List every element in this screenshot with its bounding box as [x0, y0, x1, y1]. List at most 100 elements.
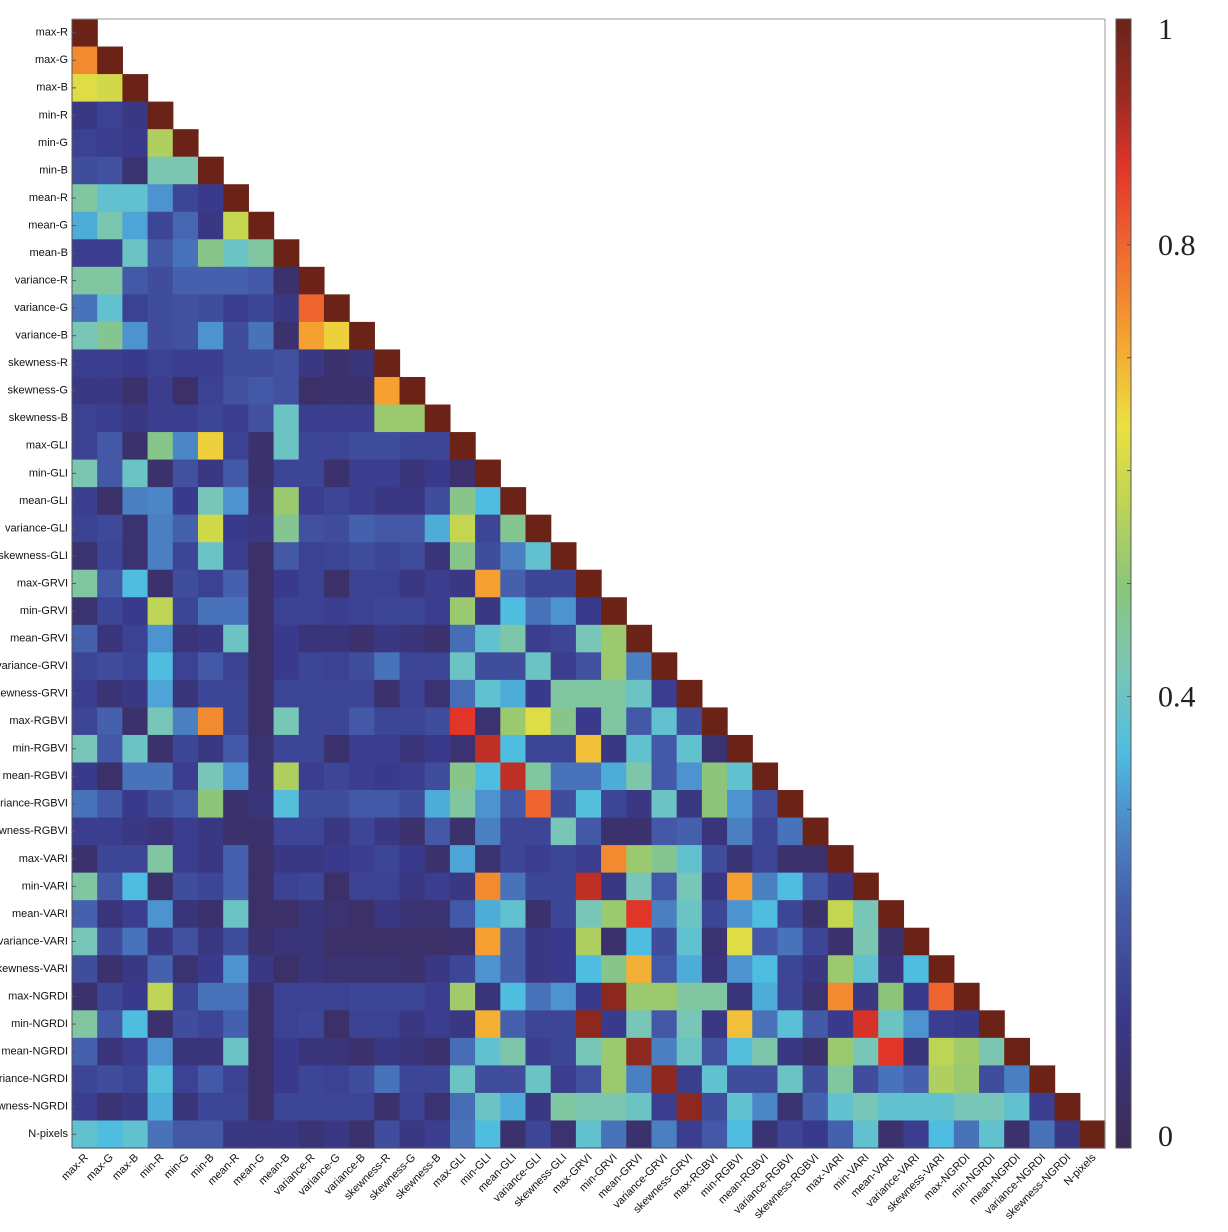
heatmap-cell-max-VARI-skewness-R	[374, 845, 401, 874]
heatmap-cell-max-RGBVI-mean-G	[248, 707, 275, 736]
heatmap-cell-skewness-GRVI-variance-G	[323, 679, 350, 709]
y-tick-label: max-R	[36, 27, 68, 39]
heatmap-cell-mean-NGRDI-skewness-GLI	[550, 1037, 577, 1066]
heatmap-cell-mean-GLI-mean-G	[248, 487, 275, 516]
y-tick-label: skewness-VARI	[0, 963, 68, 975]
heatmap-cell-skewness-GLI-variance-GLI	[525, 542, 552, 571]
heatmap-cell-variance-G-min-B	[197, 294, 224, 323]
heatmap-cell-N-pixels-mean-B	[273, 1120, 300, 1149]
heatmap-cell-variance-G-max-B	[122, 294, 149, 323]
heatmap-cell-variance-R-min-G	[172, 266, 199, 295]
heatmap-cell-variance-NGRDI-variance-VARI	[903, 1065, 930, 1094]
heatmap-cell-skewness-VARI-skewness-G	[399, 955, 426, 984]
heatmap-cell-skewness-GRVI-mean-GLI	[500, 679, 527, 709]
heatmap-cell-N-pixels-mean-NGRDI	[1004, 1120, 1031, 1149]
heatmap-cell-variance-NGRDI-variance-GRVI	[651, 1065, 678, 1094]
heatmap-cell-skewness-RGBVI-variance-R	[298, 817, 325, 846]
heatmap-cell-mean-VARI-max-GLI	[449, 900, 476, 929]
heatmap-cell-variance-GLI-variance-R	[298, 514, 325, 543]
heatmap-cell-skewness-G-skewness-G	[399, 376, 426, 406]
heatmap-cell-mean-R-max-R	[72, 184, 98, 213]
y-tick-label: variance-GLI	[5, 522, 68, 534]
heatmap-cell-max-NGRDI-max-VARI	[827, 982, 854, 1011]
heatmap-cell-N-pixels-skewness-GRVI	[676, 1120, 703, 1149]
heatmap-cell-skewness-GRVI-mean-GRVI	[626, 679, 653, 709]
heatmap-cell-max-B-max-B	[122, 74, 149, 103]
heatmap-cell-max-VARI-variance-RGBVI	[777, 845, 804, 874]
heatmap-cell-variance-RGBVI-mean-RGBVI	[752, 790, 779, 819]
heatmap-cell-skewness-R-max-B	[122, 349, 149, 378]
heatmap-cell-min-GLI-min-G	[172, 459, 199, 488]
heatmap-cell-max-GRVI-mean-GLI	[500, 569, 527, 598]
heatmap-cell-mean-RGBVI-mean-R	[223, 762, 249, 791]
heatmap-cell-variance-VARI-min-VARI	[853, 927, 879, 956]
heatmap-cell-variance-RGBVI-skewness-R	[374, 790, 401, 819]
heatmap-cell-skewness-GRVI-variance-B	[349, 679, 375, 709]
heatmap-cell-skewness-R-max-G	[97, 349, 123, 378]
heatmap-cell-mean-RGBVI-skewness-B	[424, 762, 451, 791]
heatmap-cell-N-pixels-skewness-B	[424, 1120, 451, 1149]
heatmap-cell-max-VARI-mean-RGBVI	[752, 845, 779, 874]
heatmap-cell-max-GRVI-max-R	[72, 569, 98, 598]
heatmap-cell-mean-B-mean-R	[223, 239, 249, 268]
heatmap-cell-mean-RGBVI-max-RGBVI	[701, 762, 728, 791]
heatmap-cell-min-RGBVI-mean-GRVI	[626, 734, 653, 764]
heatmap-cell-mean-GRVI-mean-GLI	[500, 624, 527, 653]
heatmap-cell-skewness-R-skewness-R	[374, 349, 401, 378]
heatmap-cell-variance-VARI-mean-RGBVI	[752, 927, 779, 956]
heatmap-cell-mean-VARI-variance-B	[349, 900, 375, 929]
heatmap-cell-min-VARI-variance-GRVI	[651, 872, 678, 901]
heatmap-cell-skewness-GLI-max-GLI	[449, 542, 476, 571]
heatmap-cell-min-GRVI-skewness-R	[374, 597, 401, 626]
heatmap-cell-mean-GLI-variance-B	[349, 487, 375, 516]
heatmap-cell-max-GLI-min-B	[197, 432, 224, 461]
x-tick-labels: max-Rmax-Gmax-Bmin-Rmin-Gmin-Bmean-Rmean…	[59, 1151, 1099, 1222]
heatmap-cell-max-VARI-variance-G	[323, 845, 350, 874]
heatmap-cell-max-NGRDI-max-RGBVI	[701, 982, 728, 1011]
heatmap-cell-skewness-VARI-variance-R	[298, 955, 325, 984]
heatmap-cell-N-pixels-min-GLI	[475, 1120, 501, 1149]
heatmap-cell-variance-GRVI-min-GRVI	[601, 652, 627, 681]
heatmap-cell-min-VARI-skewness-B	[424, 872, 451, 901]
heatmap-cell-max-VARI-skewness-B	[424, 845, 451, 874]
heatmap-cell-min-NGRDI-max-GLI	[449, 1010, 476, 1039]
heatmap-cell-min-GLI-variance-G	[323, 459, 350, 488]
heatmap-cell-max-GRVI-max-B	[122, 569, 149, 598]
heatmap-cell-skewness-VARI-max-GLI	[449, 955, 476, 984]
heatmap-cell-variance-VARI-max-B	[122, 927, 149, 956]
heatmap-cell-max-NGRDI-variance-GLI	[525, 982, 552, 1011]
heatmap-cell-min-VARI-max-R	[72, 872, 98, 901]
heatmap-cell-skewness-NGRDI-max-RGBVI	[701, 1092, 728, 1122]
heatmap-cell-variance-GLI-max-B	[122, 514, 149, 543]
y-tick-label: min-R	[39, 109, 68, 121]
heatmap-cell-min-G-min-R	[147, 129, 174, 158]
heatmap-cell-variance-NGRDI-min-R	[147, 1065, 174, 1094]
heatmap-cell-skewness-NGRDI-variance-RGBVI	[777, 1092, 804, 1122]
heatmap-cell-mean-RGBVI-max-R	[72, 762, 98, 791]
heatmap-cell-N-pixels-mean-GLI	[500, 1120, 527, 1149]
heatmap-cell-mean-NGRDI-variance-B	[349, 1037, 375, 1066]
heatmap-cell-max-RGBVI-max-GRVI	[575, 707, 602, 736]
heatmap-cell-skewness-RGBVI-skewness-GLI	[550, 817, 577, 846]
heatmap-cell-N-pixels-skewness-NGRDI	[1054, 1120, 1081, 1149]
heatmap-cell-mean-RGBVI-max-GLI	[449, 762, 476, 791]
heatmap-cell-mean-NGRDI-min-NGRDI	[979, 1037, 1005, 1066]
heatmap-cell-mean-R-min-G	[172, 184, 199, 213]
heatmap-cell-min-GRVI-min-G	[172, 597, 199, 626]
heatmap-cell-min-RGBVI-min-GRVI	[601, 734, 627, 764]
heatmap-cell-min-VARI-min-B	[197, 872, 224, 901]
heatmap-cell-max-B-max-R	[72, 74, 98, 103]
heatmap-cell-variance-VARI-max-G	[97, 927, 123, 956]
heatmap-cell-mean-GLI-mean-GLI	[500, 487, 527, 516]
heatmap-cell-skewness-RGBVI-mean-G	[248, 817, 275, 846]
heatmap-cell-max-RGBVI-max-R	[72, 707, 98, 736]
heatmap-cell-max-NGRDI-skewness-R	[374, 982, 401, 1011]
heatmap-cell-max-GRVI-mean-B	[273, 569, 300, 598]
heatmap-cell-variance-RGBVI-mean-GLI	[500, 790, 527, 819]
y-tick-label: min-GRVI	[20, 605, 68, 617]
heatmap-cell-max-RGBVI-max-RGBVI	[701, 707, 728, 736]
heatmap-cell-max-GLI-variance-B	[349, 432, 375, 461]
heatmap-cell-min-VARI-mean-GRVI	[626, 872, 653, 901]
heatmap-cell-max-NGRDI-variance-RGBVI	[777, 982, 804, 1011]
heatmap-cell-max-VARI-skewness-GLI	[550, 845, 577, 874]
